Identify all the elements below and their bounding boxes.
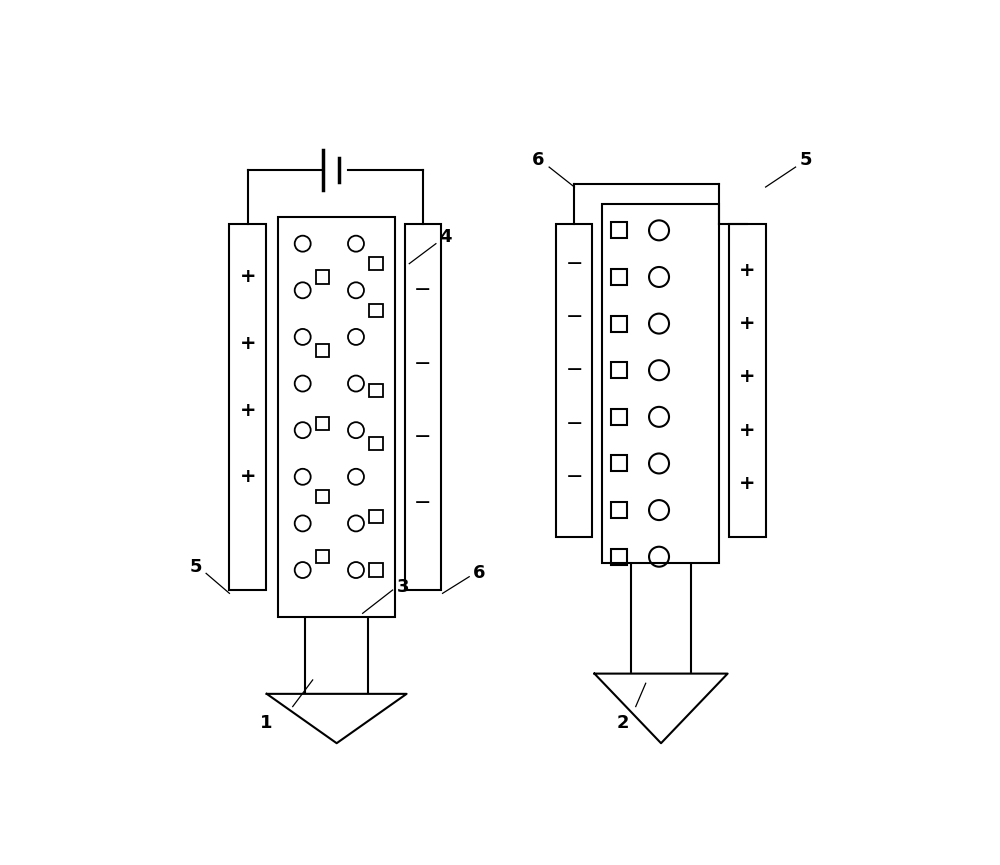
Polygon shape (267, 694, 407, 743)
Text: −: − (414, 354, 432, 374)
Text: 1: 1 (260, 714, 272, 733)
Bar (369, 437, 383, 450)
Bar (229, 224, 266, 590)
Bar (611, 222, 627, 239)
Bar (316, 550, 329, 563)
Bar (369, 257, 383, 270)
Bar (611, 316, 627, 331)
Bar (316, 490, 329, 503)
Bar (729, 224, 766, 536)
Bar (611, 362, 627, 378)
Text: +: + (739, 474, 756, 493)
Text: −: − (414, 280, 432, 300)
Bar (611, 502, 627, 518)
Text: −: − (565, 307, 583, 327)
Text: +: + (239, 334, 256, 353)
Text: −: − (565, 253, 583, 273)
Text: −: − (565, 360, 583, 381)
Bar (316, 270, 329, 284)
Text: 5: 5 (190, 558, 202, 576)
Bar (369, 304, 383, 317)
Text: 2: 2 (616, 714, 629, 733)
Text: −: − (414, 426, 432, 447)
Text: 6: 6 (532, 151, 544, 170)
Bar (316, 417, 329, 430)
Bar (556, 224, 592, 536)
Text: +: + (239, 400, 256, 420)
Bar (305, 613, 368, 694)
Text: −: − (414, 493, 432, 514)
Text: +: + (739, 420, 756, 439)
Text: −: − (565, 467, 583, 487)
Bar (316, 343, 329, 357)
Text: +: + (739, 314, 756, 333)
Text: +: + (239, 267, 256, 286)
Bar (611, 456, 627, 471)
Polygon shape (594, 674, 728, 743)
Text: 5: 5 (799, 151, 812, 170)
Text: +: + (739, 261, 756, 279)
Bar (631, 560, 691, 674)
Bar (611, 409, 627, 425)
Text: −: − (565, 413, 583, 433)
Bar (369, 563, 383, 577)
Text: 3: 3 (396, 578, 409, 596)
Bar (602, 203, 719, 563)
Bar (278, 217, 395, 617)
Text: 6: 6 (473, 564, 485, 582)
Text: 4: 4 (440, 228, 452, 246)
Bar (611, 269, 627, 285)
Bar (369, 510, 383, 523)
Bar (405, 224, 441, 590)
Bar (611, 548, 627, 565)
Bar (369, 383, 383, 397)
Text: +: + (239, 467, 256, 486)
Text: +: + (739, 368, 756, 387)
